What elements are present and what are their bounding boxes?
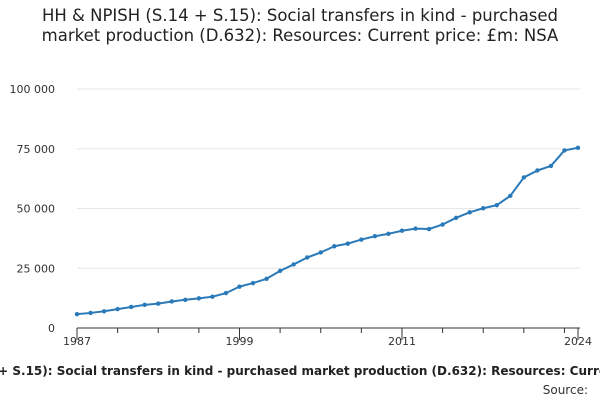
source-label: Source: [542, 383, 588, 397]
y-tick-label: 50 000 [17, 203, 56, 216]
data-point [440, 222, 445, 227]
data-point [142, 302, 147, 308]
data-point [277, 268, 283, 274]
line-chart: 0 25 000 50 000 75 000 100 000 1987 1999 2011 20… [10, 83, 593, 348]
data-point [359, 237, 364, 242]
data-point [250, 280, 256, 286]
data-point [264, 276, 269, 281]
data-point [481, 206, 486, 211]
data-point [399, 228, 405, 233]
data-point [318, 250, 323, 255]
data-point [183, 297, 188, 302]
data-point [575, 145, 581, 150]
data-point [453, 215, 459, 221]
data-point [304, 255, 310, 260]
x-tick-label: 1987 [63, 335, 91, 348]
data-point [332, 244, 337, 249]
data-point [128, 304, 134, 310]
series-line [76, 146, 579, 316]
data-point [291, 262, 296, 267]
chart-title: HH & NPISH (S.14 + S.15): Social transfe… [41, 6, 559, 45]
data-point [345, 241, 351, 246]
data-point [101, 309, 107, 314]
data-point [115, 306, 120, 312]
legend-label: HH & NPISH (S.14 + S.15): Social transfe… [0, 364, 600, 378]
data-point [156, 301, 161, 306]
y-tick-label: 0 [48, 322, 55, 335]
data-point [467, 210, 472, 215]
data-point [196, 296, 202, 301]
data-point [386, 231, 391, 237]
y-tick-label: 100 000 [10, 83, 56, 96]
data-point [210, 294, 215, 299]
data-point [372, 234, 378, 239]
data-point [237, 284, 242, 289]
data-point [413, 226, 418, 231]
data-point [426, 226, 432, 232]
data-point [562, 148, 567, 153]
y-tick-label: 25 000 [17, 262, 56, 275]
legend: HH & NPISH (S.14 + S.15): Social transfe… [0, 364, 600, 382]
x-tick-label: 2011 [388, 335, 416, 348]
data-point [169, 299, 174, 304]
data-point [521, 175, 527, 180]
x-tick-label: 1999 [225, 335, 253, 348]
data-point [548, 163, 554, 169]
data-point [88, 310, 93, 316]
data-point [74, 311, 80, 317]
data-point [508, 193, 513, 199]
x-tick-label: 2024 [564, 335, 592, 348]
y-tick-label: 75 000 [17, 143, 56, 156]
data-point [223, 290, 229, 296]
data-point [494, 202, 499, 208]
data-point [535, 168, 540, 173]
